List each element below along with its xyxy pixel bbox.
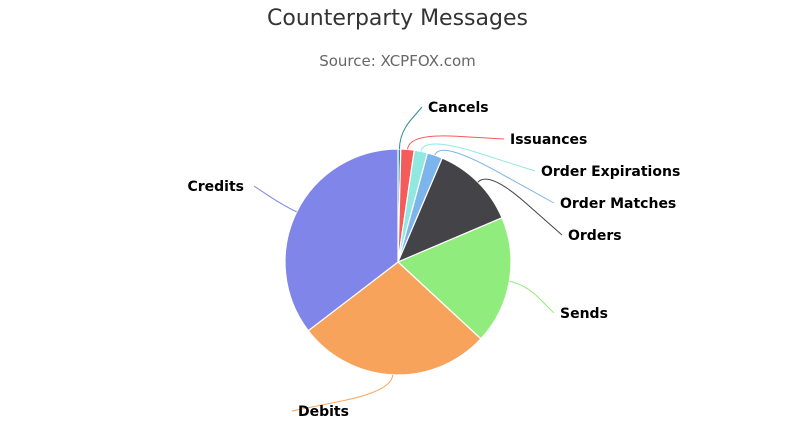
pie-slice-debits[interactable] — [307, 261, 482, 376]
data-label-credits: Credits — [187, 179, 244, 195]
pie-slice-orders[interactable] — [396, 157, 503, 264]
data-label-issuances: Issuances — [510, 132, 587, 148]
connector-orders — [477, 178, 563, 236]
connector-order-matches — [434, 149, 555, 204]
connector-issuances — [407, 135, 505, 150]
connector-debits — [291, 374, 394, 412]
chart-subtitle: Source: XCPFOX.com — [319, 52, 476, 70]
data-label-order-matches: Order Matches — [560, 196, 676, 212]
data-label-cancels: Cancels — [428, 100, 489, 116]
pie-data-labels: Cancels Issuances Order Expirations Order M… — [187, 100, 680, 420]
data-label-debits: Debits — [298, 404, 349, 420]
connector-cancels — [398, 106, 423, 150]
connector-sends — [509, 280, 555, 314]
data-label-order-expirations: Order Expirations — [541, 164, 680, 180]
connector-credits — [253, 185, 297, 213]
data-label-sends: Sends — [560, 306, 608, 322]
pie-label-connectors — [253, 106, 563, 412]
connector-order-expirations — [420, 143, 536, 172]
data-label-orders: Orders — [568, 228, 622, 244]
pie-slice-credits[interactable] — [284, 148, 399, 332]
pie-slice-sends[interactable] — [396, 216, 512, 340]
pie-slices — [284, 148, 512, 376]
chart-title: Counterparty Messages — [267, 6, 528, 31]
